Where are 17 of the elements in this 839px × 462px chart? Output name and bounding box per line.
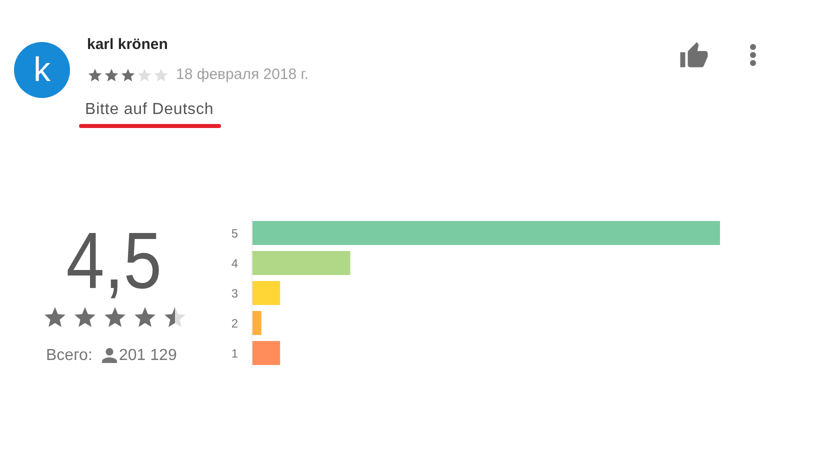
bar <box>252 221 720 245</box>
y-tick-label: 5 <box>231 226 238 240</box>
y-tick-label: 3 <box>231 286 238 300</box>
bar <box>252 281 280 305</box>
text: k <box>34 51 50 89</box>
y-tick-label: 1 <box>231 346 238 360</box>
bar <box>252 311 262 335</box>
text: 18 февраля 2018 г. <box>176 66 309 84</box>
text: Bitte auf Deutsch <box>85 100 214 120</box>
y-tick-label: 4 <box>231 256 238 270</box>
text: 4,5 <box>66 216 162 305</box>
text: karl krönen <box>87 36 168 54</box>
text: Всего: <box>46 346 92 366</box>
bar <box>252 251 350 275</box>
bar <box>252 341 280 365</box>
text: 201 129 <box>119 346 177 366</box>
y-tick-label: 2 <box>231 316 238 330</box>
